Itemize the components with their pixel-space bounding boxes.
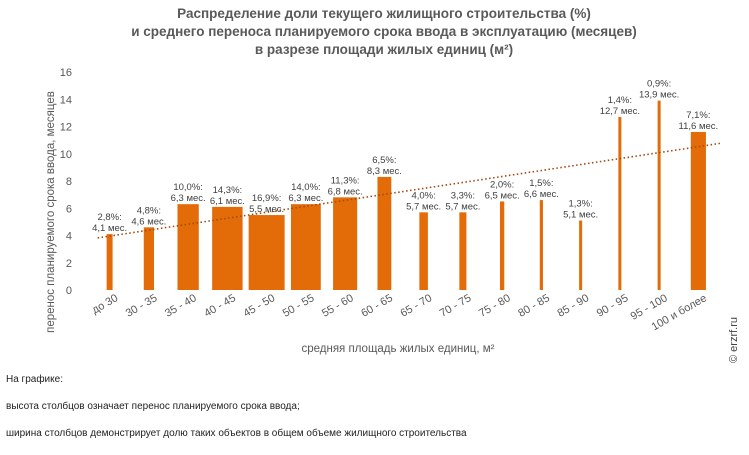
bar [177, 204, 199, 290]
y-tick-label: 8 [66, 176, 72, 188]
data-label-value: 11,6 мес. [679, 121, 719, 132]
x-tick-label: 80 - 85 [516, 292, 552, 320]
x-tick-label: 75 - 80 [477, 292, 513, 320]
data-label-share: 2,0%: [490, 179, 514, 190]
x-tick-label: 65 - 70 [398, 292, 434, 320]
bar [377, 176, 392, 290]
x-tick-label: 85 - 90 [555, 292, 591, 320]
chart-title-line-1: Распределение доли текущего жилищного ст… [177, 6, 591, 21]
data-label-value: 4,6 мес. [131, 216, 166, 227]
y-tick-label: 2 [66, 258, 72, 270]
data-label-value: 12,7 мес. [600, 106, 640, 117]
chart-title: Распределение доли текущего жилищного ст… [131, 6, 637, 57]
data-label-share: 10,0%: [173, 182, 203, 193]
note-width: ширина столбцов демонстрирует долю таких… [6, 428, 467, 439]
bar [106, 234, 113, 290]
trendline [97, 142, 721, 239]
y-tick-label: 0 [66, 285, 72, 297]
x-tick-label: 90 - 95 [595, 292, 631, 320]
y-tick-label: 16 [60, 67, 72, 79]
x-tick-label: 70 - 75 [438, 292, 474, 320]
data-label-share: 16,9%: [252, 193, 282, 204]
data-labels: 2,8%:4,1 мес.4,8%:4,6 мес.10,0%:6,3 мес.… [92, 79, 718, 235]
chart: Распределение доли текущего жилищного ст… [45, 6, 740, 363]
bar [459, 212, 467, 290]
x-tick-label: 30 - 35 [124, 292, 160, 320]
x-tick-label: 45 - 50 [241, 292, 277, 320]
data-label-share: 11,3%: [331, 175, 360, 186]
y-axis-ticks: 0 2 4 6 8 10 12 14 16 [60, 67, 72, 297]
chart-title-line-3: в разрезе площади жилых единиц (м²) [255, 42, 513, 57]
bar [499, 201, 505, 290]
data-label-share: 6,5%: [372, 155, 396, 166]
trendline-line [97, 142, 721, 239]
watermark: © erzrf.ru [728, 317, 740, 363]
x-tick-label: 50 - 55 [281, 292, 317, 320]
data-label-value: 6,1 мес. [210, 196, 245, 207]
data-label-share: 14,0%: [291, 182, 321, 193]
data-label-share: 3,3%: [451, 190, 475, 201]
y-tick-label: 10 [60, 149, 72, 161]
bar [290, 204, 321, 290]
y-tick-label: 12 [60, 122, 72, 134]
bar [419, 212, 428, 290]
x-tick-label: до 30 [90, 292, 120, 316]
bar [579, 220, 583, 290]
data-label-share: 2,8%: [97, 212, 121, 223]
bars [106, 100, 706, 291]
bar [143, 227, 154, 290]
data-label-share: 1,4%: [608, 95, 632, 106]
bar [212, 206, 243, 290]
data-label-share: 4,8%: [137, 205, 161, 216]
y-tick-label: 4 [66, 231, 72, 243]
chart-title-line-2: и среднего переноса планируемого срока в… [131, 24, 637, 39]
data-label-share: 4,0%: [411, 190, 435, 201]
x-axis-label: средняя площадь жилых единиц, м² [301, 343, 494, 355]
data-label-share: 14,3%: [213, 185, 243, 196]
data-label-value: 5,1 мес. [563, 210, 598, 221]
data-label-value: 6,3 мес. [171, 193, 206, 204]
x-tick-label: 40 - 45 [202, 292, 238, 320]
x-tick-label: 60 - 65 [359, 292, 395, 320]
data-label-value: 6,6 мес. [524, 189, 559, 200]
data-label-value: 8,3 мес. [367, 166, 402, 177]
data-label-value: 4,1 мес. [92, 223, 127, 234]
x-axis-ticks: до 30 30 - 35 35 - 40 40 - 45 45 - 50 50 - 55… [90, 292, 709, 333]
bar [333, 197, 358, 290]
bar [539, 200, 543, 290]
data-label-value: 5,7 мес. [445, 201, 480, 212]
notes: На графике: высота столбцов означает пер… [6, 374, 467, 455]
data-label-share: 0,9%: [647, 79, 671, 90]
x-tick-label: 55 - 60 [320, 292, 356, 320]
data-label-value: 5,7 мес. [406, 201, 441, 212]
bar [690, 131, 706, 290]
data-label-value: 5,5 мес. [249, 204, 284, 215]
data-label-share: 1,5%: [529, 178, 553, 189]
y-tick-label: 6 [66, 203, 72, 215]
note-height: высота столбцов означает перенос планиру… [6, 401, 300, 412]
y-axis-label: перенос планируемого срока ввода, месяце… [45, 91, 57, 333]
note-heading: На графике: [6, 374, 63, 385]
data-label-value: 13,9 мес. [639, 90, 679, 101]
y-tick-label: 14 [60, 94, 72, 106]
x-tick-label: 35 - 40 [163, 292, 199, 320]
data-label-value: 6,3 мес. [288, 193, 323, 204]
data-label-value: 6,5 мес. [485, 190, 520, 201]
bar [618, 116, 622, 291]
data-label-value: 6,8 мес. [328, 186, 363, 197]
bar [248, 215, 285, 290]
data-label-share: 7,1%: [686, 110, 710, 121]
bar [657, 100, 661, 290]
data-label-share: 1,3%: [568, 199, 592, 210]
